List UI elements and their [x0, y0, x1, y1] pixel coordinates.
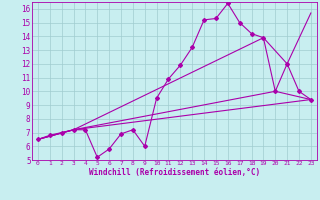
X-axis label: Windchill (Refroidissement éolien,°C): Windchill (Refroidissement éolien,°C): [89, 168, 260, 177]
